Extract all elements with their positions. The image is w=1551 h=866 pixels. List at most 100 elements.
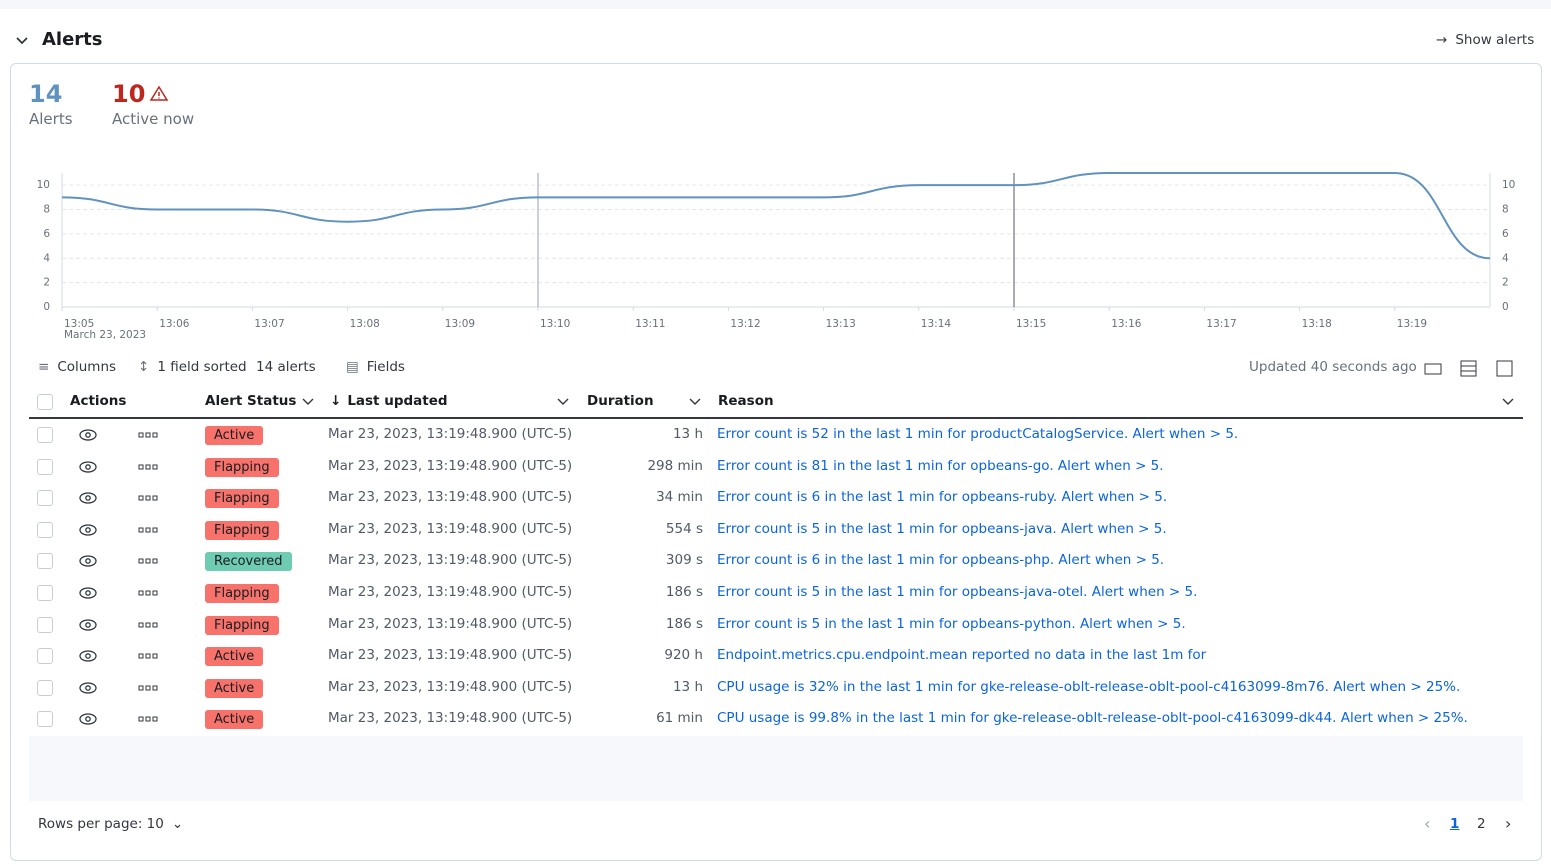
reason-link[interactable]: CPU usage is 32% in the last 1 min for g… (717, 678, 1461, 695)
row-checkbox[interactable] (37, 553, 53, 570)
row-checkbox[interactable] (37, 427, 53, 443)
page-1[interactable]: 1 (1450, 816, 1460, 832)
section-title: Alerts (42, 29, 103, 50)
status-badge: Flapping (205, 584, 279, 603)
more-actions[interactable] (138, 427, 158, 447)
row-checkbox[interactable] (37, 711, 53, 728)
status-badge: Flapping (205, 615, 279, 635)
last-updated: Mar 23, 2023, 13:19:48.900 (UTC-5) (328, 426, 573, 442)
view-button[interactable] (78, 680, 98, 700)
last-updated: Mar 23, 2023, 13:19:48.900 (UTC-5) (328, 489, 573, 506)
dots-icon (138, 558, 158, 564)
status-badge: Flapping (205, 457, 279, 477)
eye-icon (79, 429, 97, 441)
next-page[interactable]: › (1505, 814, 1512, 833)
header-divider (29, 417, 1523, 419)
reason-link[interactable]: Error count is 5 in the last 1 min for o… (717, 615, 1186, 632)
total-label: Alerts (29, 110, 73, 128)
x-tick-label: 13:16 (1111, 318, 1142, 330)
rows-per-page[interactable]: Rows per page: 10 ⌄ (38, 816, 184, 832)
reason-link[interactable]: Error count is 6 in the last 1 min for o… (717, 552, 1165, 569)
row-checkbox[interactable] (37, 616, 53, 633)
prev-page[interactable]: ‹ (1424, 814, 1431, 833)
duration: 920 h (664, 647, 703, 664)
more-actions[interactable] (138, 680, 158, 700)
reason-link[interactable]: Error count is 5 in the last 1 min for o… (717, 584, 1198, 600)
eye-icon (79, 492, 97, 504)
row-checkbox[interactable] (37, 679, 53, 696)
header-last-updated-text: Last updated (347, 393, 448, 409)
reason-link[interactable]: Error count is 52 in the last 1 min for … (717, 426, 1239, 442)
row-checkbox[interactable] (37, 585, 53, 601)
reason-link[interactable]: Error count is 6 in the last 1 min for o… (717, 489, 1168, 506)
status-badge: Active (205, 678, 264, 698)
status-badge: Flapping (205, 489, 279, 509)
duration: 13 h (672, 426, 703, 442)
select-all-checkbox[interactable] (37, 394, 53, 410)
sort-text: 1 field sorted (157, 359, 247, 375)
more-actions[interactable] (138, 617, 158, 637)
y-tick-label: 8 (43, 204, 50, 216)
rows-per-page-text: Rows per page: 10 (38, 816, 164, 832)
row-checkbox[interactable] (37, 490, 53, 507)
collapse-icon[interactable] (14, 33, 30, 49)
last-updated: Mar 23, 2023, 13:19:48.900 (UTC-5) (328, 520, 573, 537)
row-checkbox[interactable] (37, 648, 53, 665)
reason-link[interactable]: Error count is 81 in the last 1 min for … (717, 457, 1164, 474)
reason-link[interactable]: CPU usage is 99.8% in the last 1 min for… (717, 710, 1468, 727)
row-checkbox[interactable] (37, 521, 53, 538)
duration: 186 s (665, 615, 703, 632)
more-actions[interactable] (138, 490, 158, 510)
updated-text: Updated 40 seconds ago (1249, 359, 1417, 375)
view-button[interactable] (78, 459, 98, 479)
more-actions[interactable] (138, 459, 158, 479)
header-status[interactable]: Alert Status (205, 393, 297, 409)
more-actions[interactable] (138, 522, 158, 542)
header-last-updated[interactable]: ↓ Last updated (330, 393, 448, 409)
header-reason[interactable]: Reason (718, 393, 774, 409)
warning-icon (150, 85, 169, 101)
eye-icon (79, 650, 97, 662)
y2-tick-label: 10 (1502, 179, 1515, 191)
columns-button[interactable]: ≡ Columns (38, 359, 117, 375)
view-button[interactable] (78, 427, 98, 447)
last-updated: Mar 23, 2023, 13:19:48.900 (UTC-5) (328, 647, 573, 664)
duration: 298 min (647, 457, 703, 474)
eye-icon (79, 713, 97, 726)
reason-link[interactable]: Endpoint.metrics.cpu.endpoint.mean repor… (717, 647, 1207, 664)
line-series (61, 172, 1491, 260)
view-button[interactable] (78, 522, 98, 542)
x-tick-label: 13:14 (921, 318, 952, 330)
toolbar-icons[interactable] (1423, 360, 1523, 378)
view-button[interactable] (78, 553, 98, 573)
view-button[interactable] (78, 617, 98, 637)
more-actions[interactable] (138, 553, 158, 573)
reason-link[interactable]: Error count is 5 in the last 1 min for o… (717, 520, 1167, 537)
dots-icon (138, 432, 158, 438)
x-tick-label: 13:05 (64, 318, 94, 330)
show-alerts-text: Show alerts (1455, 32, 1535, 48)
view-button[interactable] (78, 585, 98, 605)
x-tick-label: 13:12 (730, 318, 760, 330)
fields-button[interactable]: ▤ Fields (346, 359, 405, 375)
y-tick-label: 0 (43, 301, 50, 313)
total-count: 14 (29, 80, 63, 108)
alerts-chart: 0 2 4 6 8 10 0 2 4 6 8 10 13:05 13:06 13:07 13:08 13:09 1… (37, 172, 1515, 341)
eye-icon (79, 587, 97, 599)
show-alerts-link[interactable]: → Show alerts (1436, 32, 1535, 48)
header-duration[interactable]: Duration (587, 393, 654, 409)
more-actions[interactable] (138, 648, 158, 668)
view-button[interactable] (78, 711, 98, 731)
y2-tick-label: 6 (1502, 228, 1509, 240)
row-checkbox[interactable] (37, 458, 53, 475)
more-actions[interactable] (138, 711, 158, 731)
view-button[interactable] (78, 490, 98, 510)
header-chevrons (302, 398, 1514, 405)
page-2[interactable]: 2 (1477, 816, 1486, 832)
view-button[interactable] (78, 648, 98, 668)
last-updated: Mar 23, 2023, 13:19:48.900 (UTC-5) (328, 615, 573, 632)
more-actions[interactable] (138, 585, 158, 605)
sort-button[interactable]: ↕ 1 field sorted (138, 359, 247, 375)
eye-icon (79, 682, 97, 694)
y-tick-label: 10 (37, 179, 50, 191)
